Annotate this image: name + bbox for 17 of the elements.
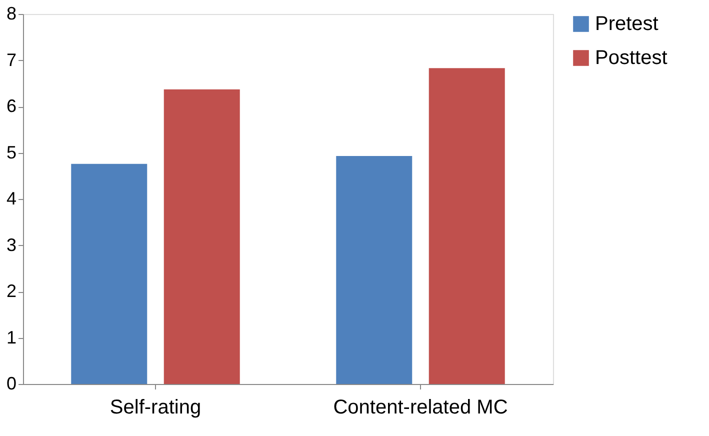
y-tick-label: 3 [6, 234, 16, 255]
legend-label: Pretest [595, 13, 659, 35]
bar [428, 68, 505, 384]
x-tick-label: Content-related MC [333, 396, 508, 418]
y-tick-label: 5 [6, 142, 16, 162]
y-tick-label: 8 [6, 4, 16, 24]
bar [336, 156, 412, 384]
legend-label: Posttest [595, 47, 668, 69]
bar [71, 164, 148, 384]
y-tick-label: 1 [6, 327, 16, 348]
y-tick-label: 4 [6, 188, 16, 208]
y-tick-label: 2 [6, 281, 16, 301]
y-tick-label: 7 [6, 50, 16, 70]
x-tick-label: Self-rating [110, 396, 202, 418]
y-tick-label: 0 [6, 374, 16, 394]
y-tick-label: 6 [6, 96, 16, 116]
bar [164, 89, 240, 384]
